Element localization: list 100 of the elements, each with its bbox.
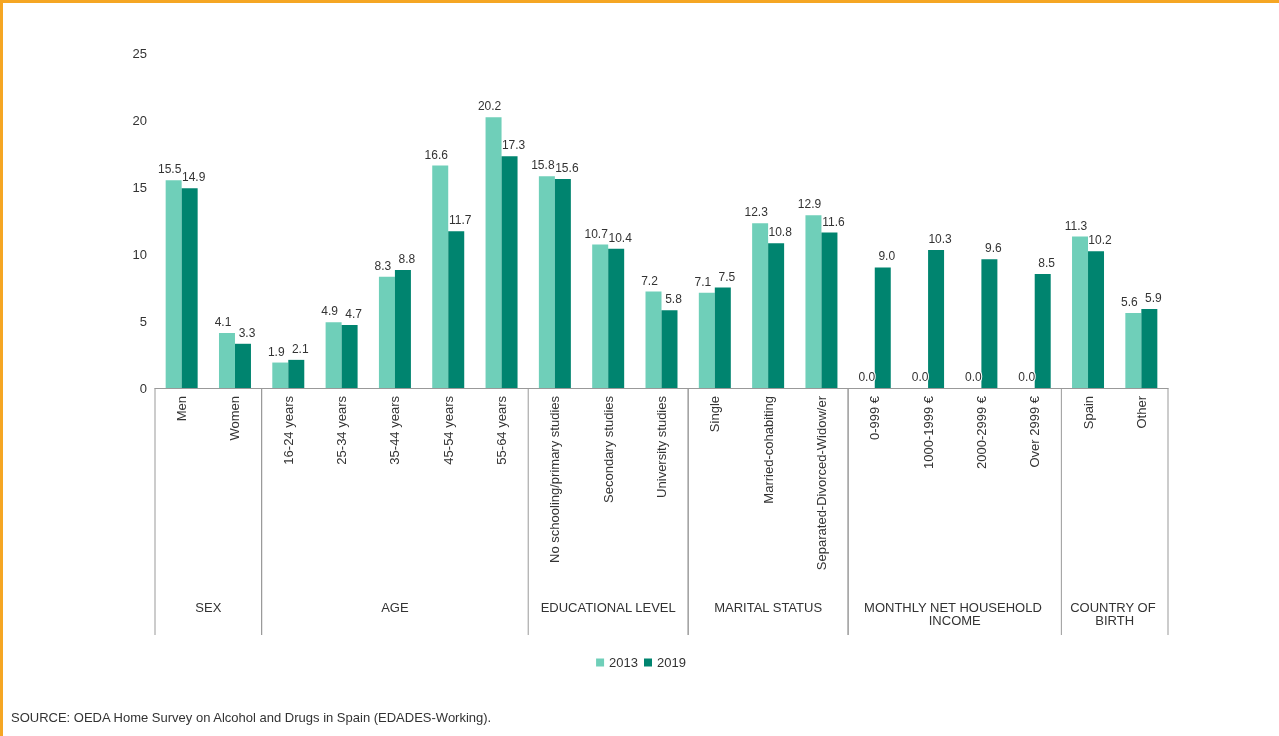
bar [981,259,998,388]
bar [821,232,838,388]
data-label: 14.9 [181,170,206,185]
bar [1072,236,1089,388]
x-tick-label: 1000-1999 € [920,395,936,470]
legend-label: 2019 [657,655,686,670]
bar [538,176,555,388]
data-label: 16.6 [424,147,449,162]
data-label: 10.2 [1088,233,1113,248]
bar [1034,274,1051,388]
x-tick-label: 45-54 years [440,395,456,465]
bar [874,267,891,388]
x-tick-label: 0-999 € [867,395,883,441]
bar [218,333,235,388]
data-label: 10.3 [928,231,953,246]
x-tick-label: No schooling/primary studies [547,395,563,563]
bar [288,359,305,388]
data-label: 12.3 [744,205,769,220]
bar [752,223,769,388]
data-label: 9.6 [985,241,1003,256]
bar [501,156,518,388]
y-tick-label: 20 [132,112,147,128]
data-label: 4.7 [345,307,363,322]
x-tick-label: 25-34 years [334,395,350,465]
bar [1088,251,1105,388]
bar [592,244,609,388]
text: MONTHLY NET HOUSEHOLD INCOME [864,600,1046,628]
data-label: 0.0 [1018,370,1036,384]
data-label: 8.8 [398,252,416,267]
text: SEX [195,600,222,615]
data-label: 7.2 [641,273,659,288]
data-label: 5.6 [1121,294,1139,309]
data-label: 7.1 [694,274,712,289]
data-label: 4.9 [321,304,339,319]
source-note: SOURCE: OEDA Home Survey on Alcohol and Drugs in Spain (EDADES-Working). [11,710,492,725]
bar [394,270,411,388]
bar [1125,312,1142,388]
data-label: 3.3 [238,325,256,340]
bar [928,249,945,388]
data-label: 8.5 [1038,256,1056,271]
data-label: 0.0 [911,370,929,384]
x-tick-label: Women [227,396,243,441]
x-tick-label: Over 2999 € [1027,395,1043,468]
data-label: 7.5 [718,269,736,284]
data-label: 11.7 [449,213,472,228]
bar [448,231,465,388]
x-tick-label: Married-cohabiting [760,396,776,504]
data-label: 8.3 [374,258,392,273]
data-label: 2.1 [291,341,309,356]
data-label: 4.1 [214,315,232,330]
y-tick-label: 15 [132,179,147,195]
data-label: 5.8 [665,292,683,307]
text: MARITAL STATUS [714,600,823,615]
bar [714,287,731,388]
data-label: 20.2 [477,99,502,114]
data-label: 12.9 [797,197,822,212]
data-label: 10.8 [768,225,793,240]
bar [181,188,198,388]
data-label: 11.3 [1064,218,1088,233]
x-tick-label: 55-64 years [494,395,510,465]
data-label: 10.7 [584,226,609,241]
x-tick-label: 16-24 years [280,395,296,465]
y-tick-label: 5 [139,313,147,329]
data-label: 15.5 [157,162,182,177]
bar [805,215,822,388]
data-label: 15.6 [555,160,579,175]
data-label: 11.6 [822,214,845,229]
bar [485,117,502,388]
x-tick-label: Other [1133,395,1149,429]
x-tick-label: Men [174,396,190,422]
x-tick-label: Single [707,396,723,433]
bar [768,243,785,388]
x-tick-label: 35-44 years [387,395,403,465]
y-tick-label: 10 [132,246,147,262]
data-label: 15.8 [531,158,555,173]
text: AGE [381,600,409,615]
data-label: 17.3 [501,138,526,153]
bar [378,276,395,388]
x-tick-label: 2000-2999 € [973,395,989,470]
bar [432,165,449,388]
bar [608,248,625,388]
bar [234,343,251,388]
bar [165,180,182,388]
x-tick-label: Spain [1080,396,1096,430]
y-tick-label: 25 [132,45,147,61]
bar [341,325,358,388]
data-label: 1.9 [267,344,285,359]
bar [661,310,678,388]
bar [1141,308,1158,388]
legend-label: 2013 [609,655,638,670]
bar [272,362,289,388]
data-label: 0.0 [858,370,876,384]
x-tick-label: Secondary studies [600,395,616,503]
data-label: 5.9 [1145,290,1162,305]
bar [645,291,662,388]
data-label: 10.4 [608,230,633,245]
bar [698,292,715,388]
bar [554,178,571,388]
bar [325,322,342,388]
text: COUNTRY OF BIRTH [1070,600,1160,628]
